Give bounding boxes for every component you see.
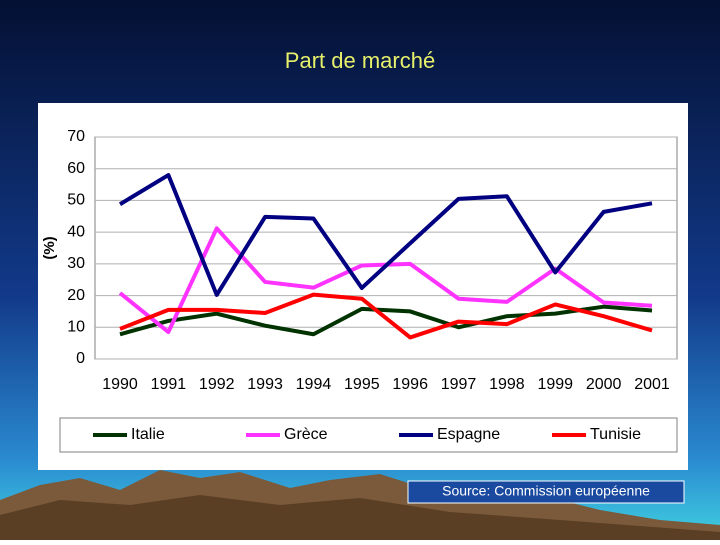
y-axis-label: (%) (41, 236, 58, 259)
series-line (118, 173, 653, 297)
x-tick-label: 1993 (247, 376, 283, 393)
legend-label: Espagne (437, 426, 500, 443)
x-tick-label: 2000 (586, 376, 622, 393)
x-tick-label: 1996 (392, 376, 428, 393)
plot-area (94, 136, 678, 360)
source-box (407, 480, 685, 504)
y-tick-label: 40 (67, 223, 85, 240)
legend-label: Italie (131, 426, 165, 443)
y-tick-label: 0 (76, 350, 85, 367)
legend-label: Tunisie (590, 426, 641, 443)
x-tick-label: 1999 (537, 376, 573, 393)
source: Source: Commission européenne (442, 483, 650, 499)
series-line (119, 304, 653, 337)
x-tick-label: 1995 (344, 376, 380, 393)
y-tick-label: 50 (67, 192, 85, 209)
title: Part de marché (285, 48, 435, 73)
y-tick-label: 30 (67, 255, 85, 272)
legend-label: Grèce (284, 426, 328, 443)
x-tick-label: 1990 (102, 376, 138, 393)
x-tick-label: 1998 (489, 376, 525, 393)
series-line (119, 292, 653, 340)
x-tick-label: 1994 (296, 376, 332, 393)
x-tick-label: 1991 (151, 376, 187, 393)
y-tick-label: 10 (67, 319, 85, 336)
y-tick-label: 60 (67, 160, 85, 177)
x-tick-label: 2001 (634, 376, 670, 393)
y-tick-label: 20 (67, 287, 85, 304)
y-tick-label: 70 (67, 128, 85, 145)
x-tick-label: 1997 (441, 376, 477, 393)
mountains-front (0, 495, 720, 540)
x-tick-label: 1992 (199, 376, 235, 393)
